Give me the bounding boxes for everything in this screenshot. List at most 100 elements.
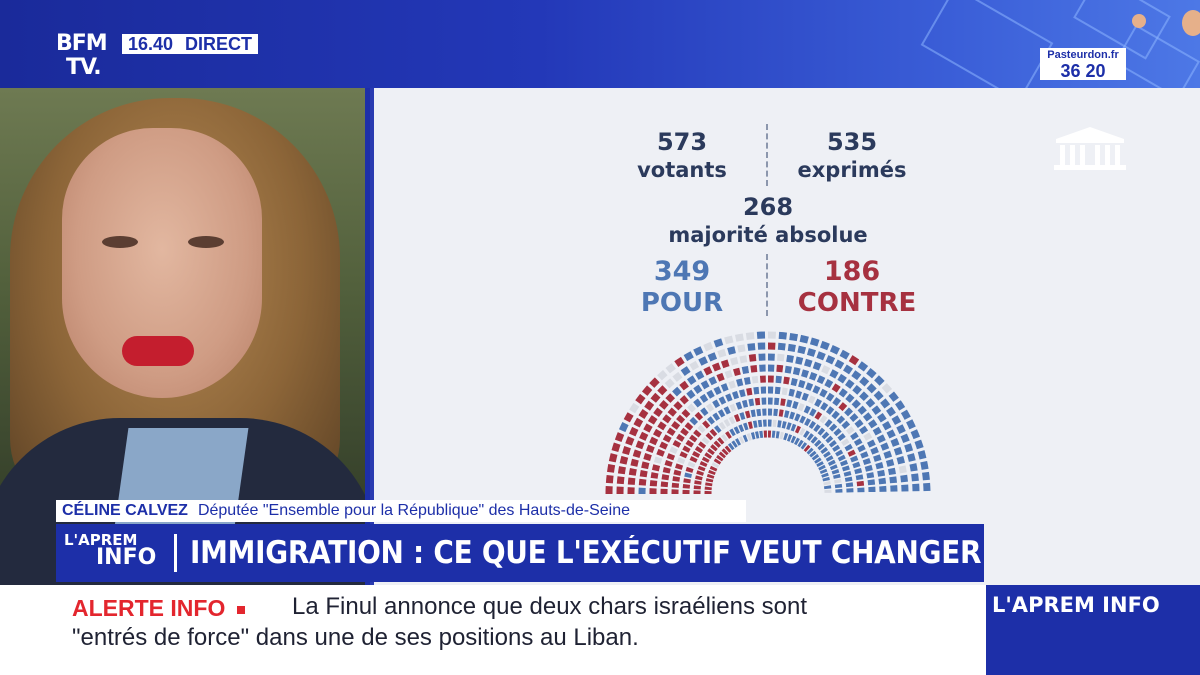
hemicycle-seat xyxy=(845,426,855,435)
live-label: DIRECT xyxy=(185,33,253,54)
ticker-alert-text: ALERTE INFO xyxy=(72,595,226,621)
hemicycle-seat xyxy=(701,456,710,463)
hemicycle-seat xyxy=(860,451,869,459)
hemicycle-seat xyxy=(701,436,710,445)
hemicycle-seat xyxy=(877,412,887,423)
hemicycle-seat xyxy=(814,411,823,420)
hemicycle-seat xyxy=(783,432,789,441)
hemicycle-seat xyxy=(893,446,903,456)
hemicycle-seat xyxy=(651,464,661,472)
hemicycle-seat xyxy=(803,405,811,414)
hemicycle-seat xyxy=(735,401,743,410)
hemicycle-seat xyxy=(614,432,625,442)
exprimes-label: exprimés xyxy=(797,158,907,182)
hemicycle-seat xyxy=(685,439,694,448)
hemicycle-seat xyxy=(741,399,749,408)
hemicycle-seat xyxy=(618,422,629,433)
hemicycle-seat xyxy=(684,422,694,431)
hemicycle-seat xyxy=(708,376,718,386)
hemicycle-seat xyxy=(880,398,891,409)
hemicycle-seat xyxy=(886,406,896,417)
hemicycle-seat xyxy=(699,461,708,468)
hemicycle-seat xyxy=(697,424,706,433)
hemicycle-seat xyxy=(874,375,885,386)
hemicycle-seat xyxy=(822,476,830,482)
hemicycle-seat xyxy=(735,438,741,446)
hemicycle-seat xyxy=(834,478,842,484)
hemicycle-seat xyxy=(809,408,817,417)
hemicycle-seat xyxy=(611,442,621,453)
hemicycle-seat xyxy=(806,348,816,357)
hemicycle-seat xyxy=(850,432,859,441)
hemicycle-seat xyxy=(716,454,724,462)
hemicycle-seat xyxy=(882,421,892,431)
hemicycle-seat xyxy=(784,365,792,374)
hemicycle-seat xyxy=(723,406,731,415)
hemicycle-seat xyxy=(896,456,906,465)
hemicycle-seat xyxy=(653,456,663,464)
hemicycle-seat xyxy=(608,453,618,463)
hemicycle-seat xyxy=(729,428,736,437)
hemicycle-seat xyxy=(746,387,753,396)
hemicycle-seat xyxy=(832,397,842,407)
hemicycle-seat xyxy=(736,378,744,387)
hemicycle-seat xyxy=(790,435,797,444)
hemicycle-seat xyxy=(850,455,859,463)
hemicycle-seat xyxy=(693,398,702,408)
hemicycle-seat xyxy=(914,439,924,450)
hemicycle-seat xyxy=(775,375,782,384)
hemicycle-seat xyxy=(841,438,850,447)
hemicycle-seat xyxy=(794,425,801,434)
hemicycle-seat xyxy=(684,472,692,479)
hemicycle-seat xyxy=(812,361,822,371)
hemicycle-seat xyxy=(804,418,812,427)
majorite-label: majorité absolue xyxy=(668,223,868,247)
hemicycle-seat xyxy=(878,477,887,485)
hemicycle-seat xyxy=(783,376,790,385)
hemicycle-seat xyxy=(906,419,916,430)
news-ticker: ALERTE INFO La Finul annonce que deux ch… xyxy=(0,585,986,675)
time-live-badge: 16.40 DIRECT xyxy=(122,33,259,54)
hemicycle-seat xyxy=(644,400,655,411)
hemicycle-seat xyxy=(896,424,906,434)
hemicycle-seat xyxy=(889,476,897,484)
hemicycle-seat xyxy=(682,445,691,453)
hemicycle-seat xyxy=(725,431,732,439)
hemicycle-seat xyxy=(734,333,744,342)
hemicycle-seat xyxy=(679,451,688,459)
hemicycle-seat xyxy=(849,413,859,422)
hemicycle-seat xyxy=(845,393,855,403)
hemicycle-seat xyxy=(867,479,876,486)
votants-label: votants xyxy=(637,158,727,182)
hemicycle-seat xyxy=(776,364,784,373)
hemicycle-seat xyxy=(814,457,822,464)
hemicycle-seat xyxy=(665,363,676,374)
hemicycle-seat xyxy=(794,437,800,446)
hemicycle-seat xyxy=(731,440,738,448)
hemicycle-seat xyxy=(844,443,853,452)
hemicycle-seat xyxy=(743,422,749,431)
hemicycle-seat xyxy=(868,419,878,429)
hemicycle-seat xyxy=(888,391,899,402)
speaker-mouth xyxy=(122,336,194,366)
hemicycle-seat xyxy=(748,354,757,362)
hemicycle-seat xyxy=(716,372,725,382)
hemicycle-seat xyxy=(650,472,659,479)
hemicycle-seat xyxy=(721,448,729,456)
hemicycle-seat xyxy=(754,397,761,406)
hemicycle-seat xyxy=(752,420,758,428)
hemicycle-seat xyxy=(629,402,640,414)
hex-decoration xyxy=(920,0,1054,88)
hemicycle-seat xyxy=(856,480,865,487)
hemicycle-seat xyxy=(661,474,670,481)
contre-label: CONTRE xyxy=(797,288,917,318)
hemicycle-seat xyxy=(806,433,814,441)
hemicycle-seat xyxy=(863,432,873,441)
hemicycle-seat xyxy=(898,465,907,474)
majorite-value: 268 xyxy=(742,193,794,221)
hemicycle-seat xyxy=(641,461,650,470)
speaker-eye xyxy=(102,236,138,248)
hemicycle-seat xyxy=(733,426,741,435)
hemicycle-seat xyxy=(712,362,721,372)
hemicycle-seat xyxy=(733,414,741,423)
